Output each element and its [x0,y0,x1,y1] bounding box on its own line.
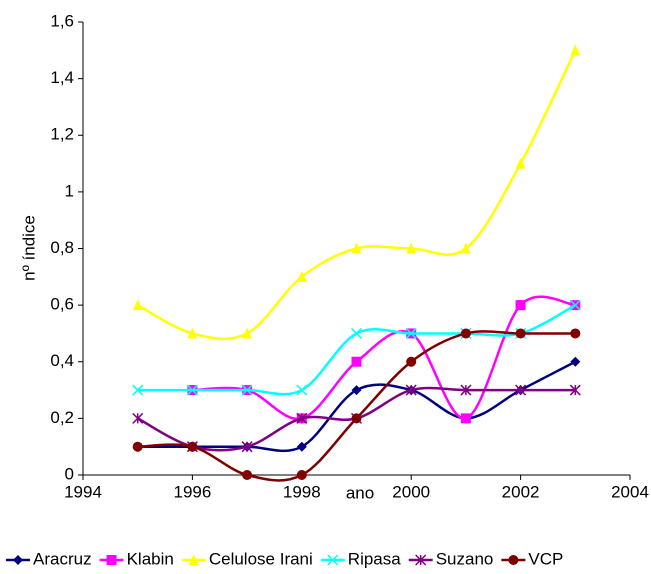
marker [296,470,307,480]
marker [132,441,143,452]
marker [406,356,417,367]
y-tick-label: 1 [65,181,74,200]
marker [515,328,526,339]
marker [515,157,526,169]
marker [242,470,253,480]
legend-label: Aracruz [33,549,92,568]
series-line [137,304,576,396]
marker [186,384,198,396]
x-tick-label: 2004 [611,482,649,501]
marker [13,555,23,565]
y-tick-label: 0,2 [50,408,74,427]
marker [351,356,362,367]
marker [132,412,144,424]
x-tick-label: 1998 [283,482,321,501]
marker [296,412,308,424]
marker [460,413,471,424]
marker [460,328,471,339]
marker [570,356,581,367]
marker [187,441,198,452]
y-axis-label: nº índice [19,215,38,281]
marker [351,413,362,424]
marker [187,327,198,339]
series-line [192,295,576,421]
legend-label: Suzano [436,549,494,568]
marker [570,328,581,339]
series-line [137,330,576,482]
marker [460,384,472,396]
marker [132,299,143,311]
y-tick-label: 0,6 [50,295,74,314]
marker [406,242,417,254]
x-tick-label: 1996 [173,482,211,501]
marker [515,384,527,396]
y-tick-label: 0,4 [50,351,74,370]
marker [351,385,362,396]
legend-label: Celulose Irani [209,549,313,568]
y-tick-label: 1,6 [50,11,74,30]
marker [350,327,363,339]
marker [296,270,307,282]
y-tick-label: 0 [65,464,74,483]
marker [296,441,307,452]
marker [569,384,581,396]
marker [241,441,253,453]
legend-label: Ripasa [348,549,401,568]
y-tick-label: 1,4 [50,68,74,87]
marker [460,242,471,254]
legend-label: Klabin [127,549,174,568]
marker [188,554,199,565]
marker [415,554,427,566]
series-line [137,360,576,453]
y-tick-label: 0,8 [50,238,74,257]
marker [405,327,417,339]
legend-label: VCP [528,549,563,568]
x-tick-label: 2002 [502,482,540,501]
marker [515,300,526,311]
x-axis-label: ano [346,483,374,502]
marker [569,299,581,311]
marker [570,44,581,56]
marker [132,384,144,396]
marker [405,384,417,396]
marker [351,242,362,254]
marker [106,555,117,565]
marker [242,327,253,339]
legend: Aracruz Klabin Celulose Irani Ripasa Suzano V… [6,549,563,568]
y-tick-label: 1,2 [50,125,74,144]
series-line [137,49,577,341]
marker [241,384,253,396]
x-tick-label: 1994 [64,482,102,501]
marker [327,554,339,566]
x-tick-label: 2000 [392,482,430,501]
marker [296,384,308,396]
marker [508,555,519,565]
